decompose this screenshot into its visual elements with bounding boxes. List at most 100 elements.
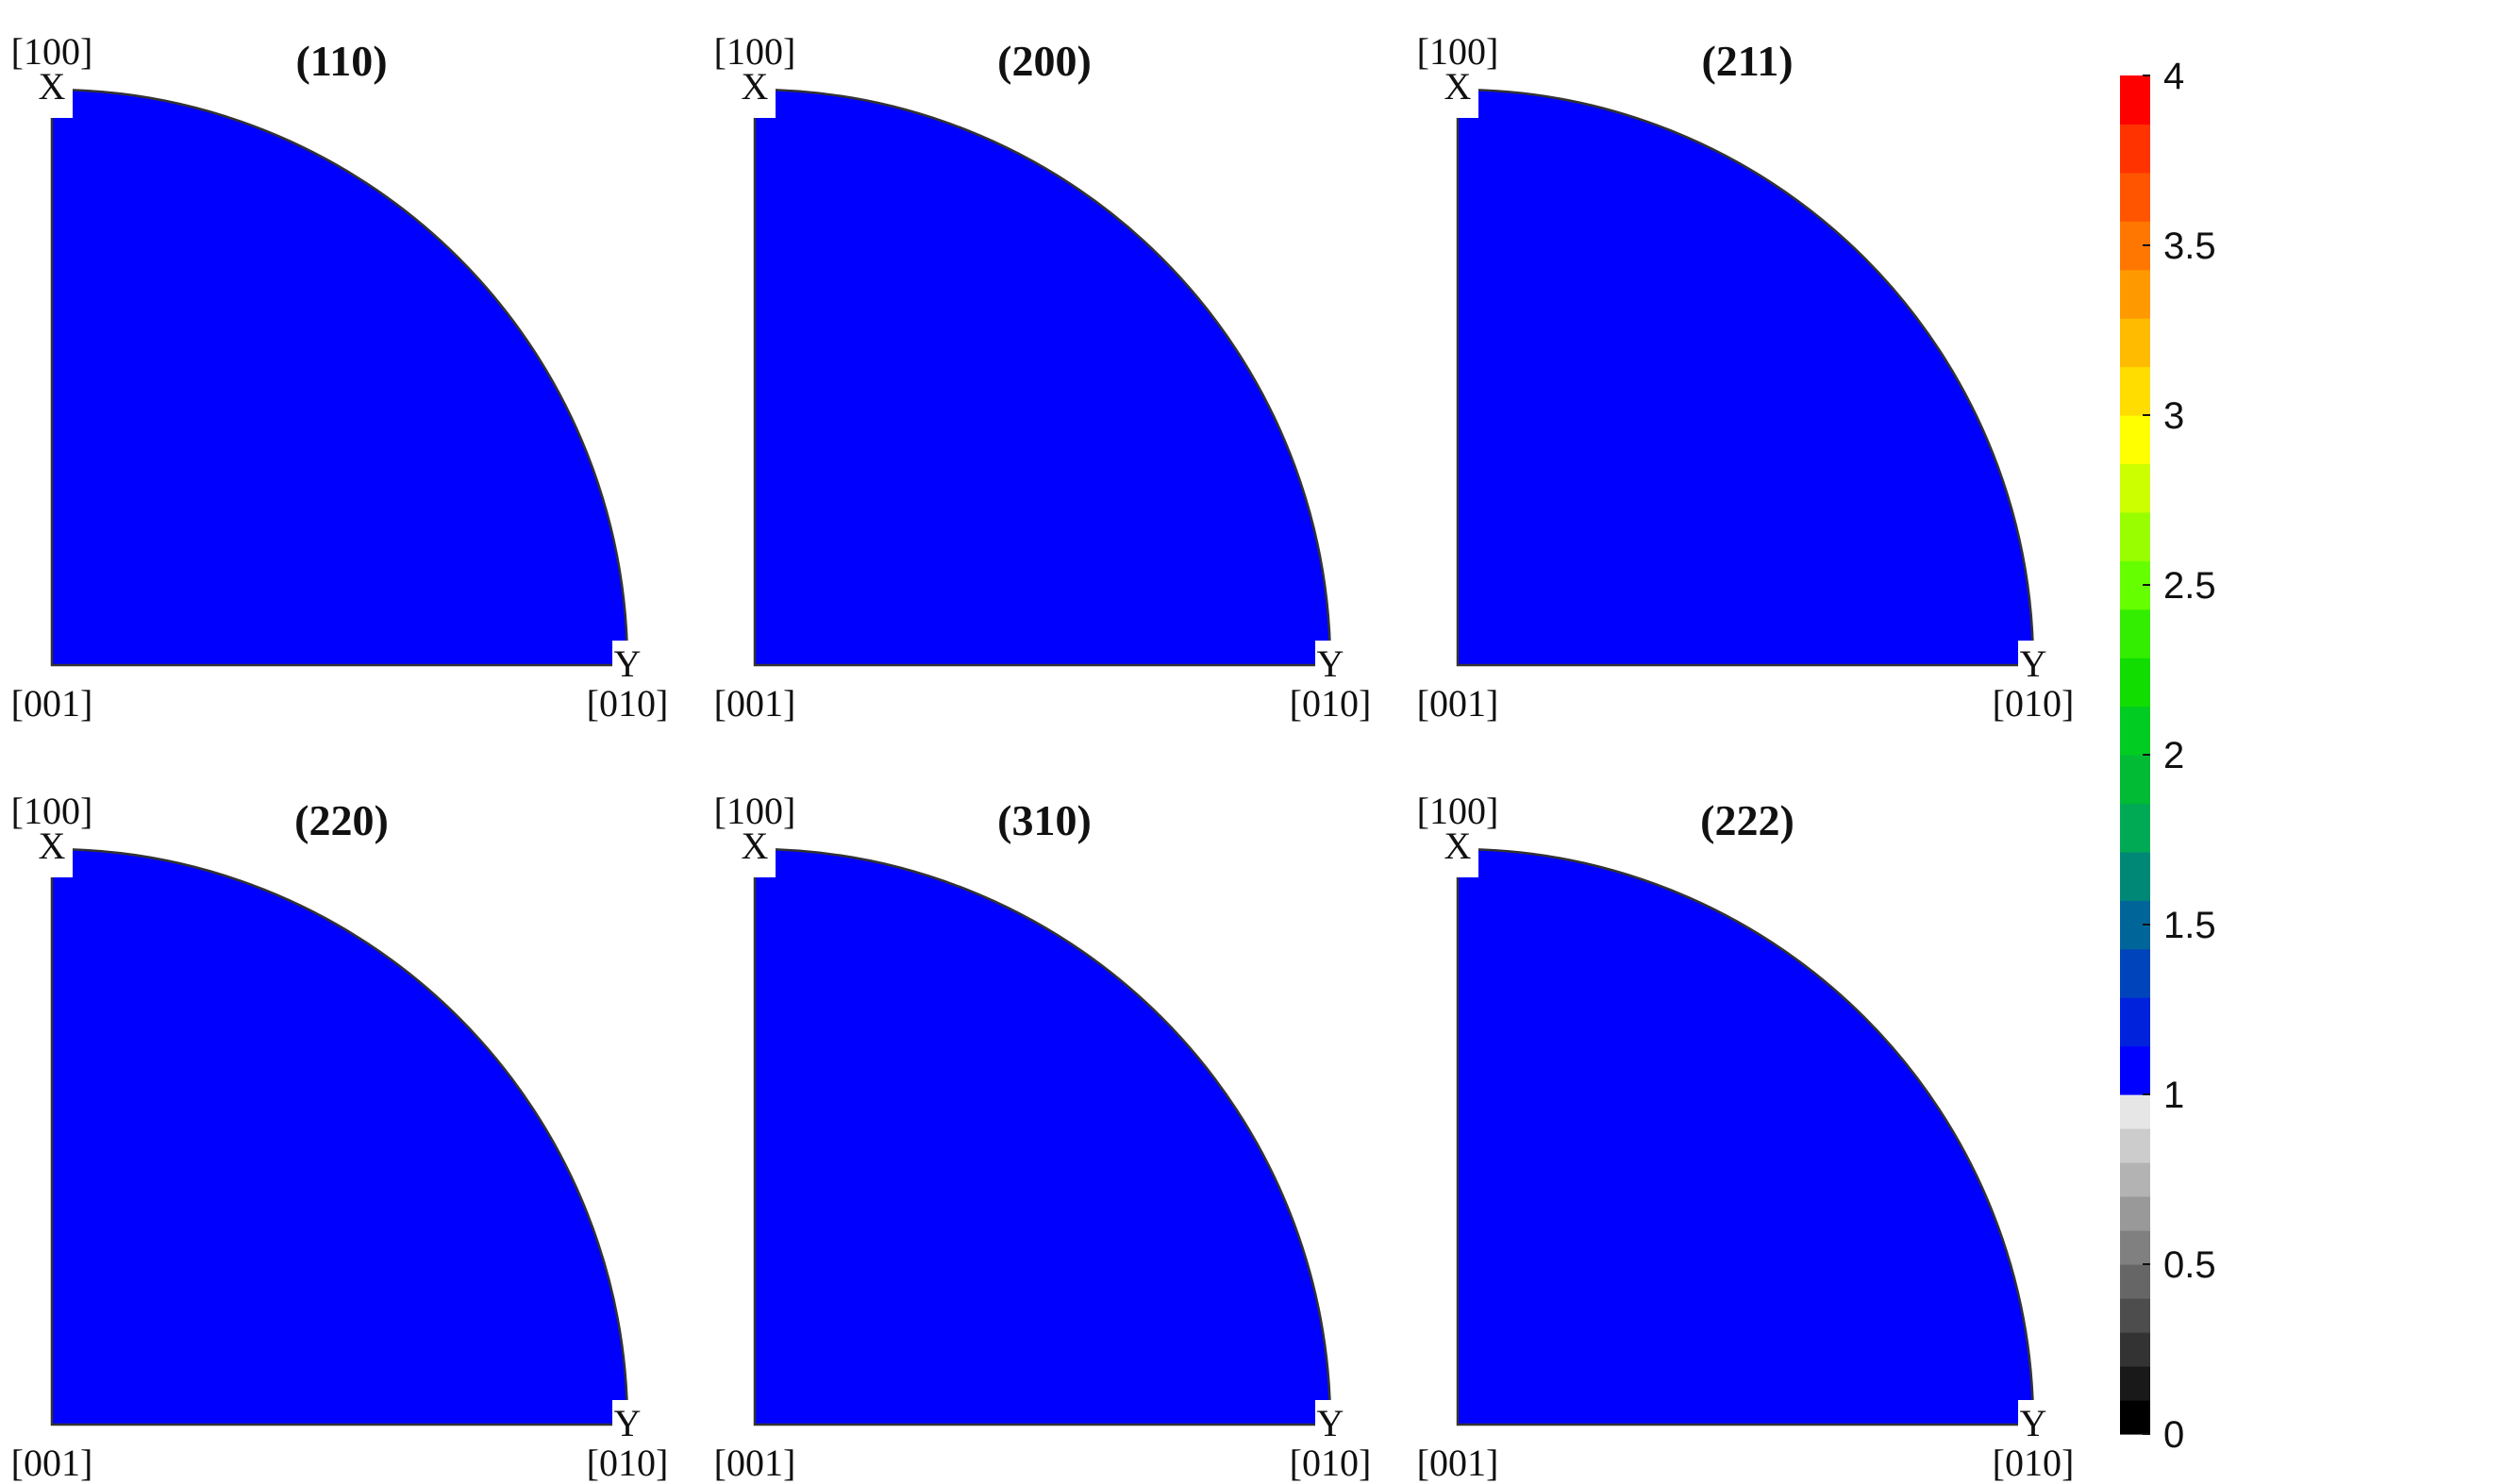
direction-label-010: [010] [587, 1442, 669, 1484]
direction-label-001: [001] [714, 1442, 796, 1484]
colorbar-segment [2120, 366, 2150, 416]
panel-title: (110) [295, 37, 387, 85]
colorbar-segment [2120, 658, 2150, 708]
colorbar-segment [2120, 172, 2150, 222]
y-axis-label: Y [2020, 642, 2047, 685]
colorbar-segment [2120, 1162, 2150, 1197]
colorbar-segment [2120, 1094, 2150, 1129]
y-label-box [1315, 641, 1355, 684]
colorbar-segment [2120, 511, 2150, 561]
colorbar-segment [2120, 755, 2150, 805]
colorbar-segment [2120, 851, 2150, 901]
colorbar-segment [2120, 1264, 2150, 1299]
pole-figure-panel: (220) [100]X Y [001] [010] [11, 790, 669, 1484]
x-axis-label: X [742, 65, 769, 108]
direction-label-001: [001] [11, 682, 93, 725]
y-label-box [2018, 1400, 2058, 1443]
panel-title: (310) [997, 796, 1092, 844]
y-axis-label: Y [614, 642, 642, 685]
y-label-box [612, 641, 652, 684]
x-label-box [24, 838, 73, 877]
pole-figure-panel: (222) [100]X Y [001] [010] [1417, 790, 2075, 1484]
colorbar-segment [2120, 1332, 2150, 1367]
colorbar-tick-label: 4 [2163, 56, 2184, 97]
direction-label-100: [100] [1417, 30, 1499, 73]
direction-label-010: [010] [1993, 1442, 2075, 1484]
direction-label-100: [100] [11, 790, 93, 832]
y-label-box [2018, 641, 2058, 684]
x-label-box [1429, 78, 1478, 118]
direction-label-100: [100] [1417, 790, 1499, 832]
colorbar-segment [2120, 997, 2150, 1047]
y-axis-label: Y [614, 1402, 642, 1444]
pole-figure-quadrant [1456, 88, 2035, 667]
colorbar-segment [2120, 609, 2150, 659]
colorbar-segment [2120, 1196, 2150, 1231]
colorbar-tick-label: 3 [2163, 395, 2184, 437]
y-axis-label: Y [1317, 642, 1344, 685]
pole-figure-quadrant [50, 847, 629, 1426]
colorbar-segment [2120, 1230, 2150, 1265]
colorbar-segment [2120, 269, 2150, 319]
pole-figure-quadrant [753, 88, 1332, 667]
pole-figure-panel: (200) [100]X Y [001] [010] [714, 30, 1372, 725]
panel-title: (222) [1700, 796, 1795, 844]
colorbar-tick-label: 2.5 [2163, 565, 2216, 607]
direction-label-001: [001] [714, 682, 796, 725]
colorbar-segment [2120, 1128, 2150, 1163]
colorbar-tick-label: 0.5 [2163, 1244, 2216, 1286]
direction-label-100: [100] [714, 790, 796, 832]
colorbar-tick-label: 0 [2163, 1414, 2184, 1456]
panel-title: (211) [1701, 37, 1793, 85]
pole-figure-panel: (110) [100]X Y [001] [010] [11, 30, 669, 725]
colorbar-segment [2120, 463, 2150, 513]
pole-figure-quadrant [1456, 847, 2035, 1426]
pole-figure-quadrant [753, 847, 1332, 1426]
colorbar-segment [2120, 1045, 2150, 1095]
panel-title: (200) [997, 37, 1092, 85]
y-axis-label: Y [2020, 1402, 2047, 1444]
colorbar-tick-label: 3.5 [2163, 225, 2216, 267]
x-axis-label: X [1444, 825, 1472, 867]
x-axis-label: X [1444, 65, 1472, 108]
x-axis-label: X [39, 65, 66, 108]
direction-label-010: [010] [1290, 1442, 1372, 1484]
x-label-box [726, 838, 776, 877]
colorbar-segment [2120, 1366, 2150, 1401]
colorbar-segment [2120, 948, 2150, 998]
direction-label-001: [001] [1417, 1442, 1499, 1484]
direction-label-010: [010] [1290, 682, 1372, 725]
colorbar-segment [2120, 75, 2150, 125]
colorbar-segment [2120, 318, 2150, 368]
direction-label-010: [010] [1993, 682, 2075, 725]
x-label-box [726, 78, 776, 118]
direction-label-001: [001] [11, 1442, 93, 1484]
pole-figure-panel: (211) [100]X Y [001] [010] [1417, 30, 2075, 725]
x-label-box [1429, 838, 1478, 877]
y-axis-label: Y [1317, 1402, 1344, 1444]
colorbar: 0 0.5 1 1.5 2 2.5 3 3.5 4 [2120, 56, 2216, 1456]
pole-figure-panel: (310) [100]X Y [001] [010] [714, 790, 1372, 1484]
y-label-box [1315, 1400, 1355, 1443]
x-axis-label: X [742, 825, 769, 867]
colorbar-segment [2120, 1400, 2150, 1435]
direction-label-001: [001] [1417, 682, 1499, 725]
colorbar-segment [2120, 803, 2150, 853]
colorbar-segment [2120, 415, 2150, 465]
x-label-box [24, 78, 73, 118]
colorbar-tick-label: 1.5 [2163, 905, 2216, 946]
colorbar-tick-label: 2 [2163, 735, 2184, 776]
panel-title: (220) [294, 796, 389, 844]
y-label-box [612, 1400, 652, 1443]
direction-label-100: [100] [714, 30, 796, 73]
colorbar-segment [2120, 1298, 2150, 1333]
pole-figure-panels: (110)[100]XY[001] [010](200)[100]XY[001][… [11, 30, 2075, 1484]
direction-label-010: [010] [587, 682, 669, 725]
colorbar-segment [2120, 124, 2150, 174]
direction-label-100: [100] [11, 30, 93, 73]
x-axis-label: X [39, 825, 66, 867]
colorbar-segment [2120, 706, 2150, 756]
pole-figure-quadrant [50, 88, 629, 667]
colorbar-tick-label: 1 [2163, 1075, 2184, 1116]
